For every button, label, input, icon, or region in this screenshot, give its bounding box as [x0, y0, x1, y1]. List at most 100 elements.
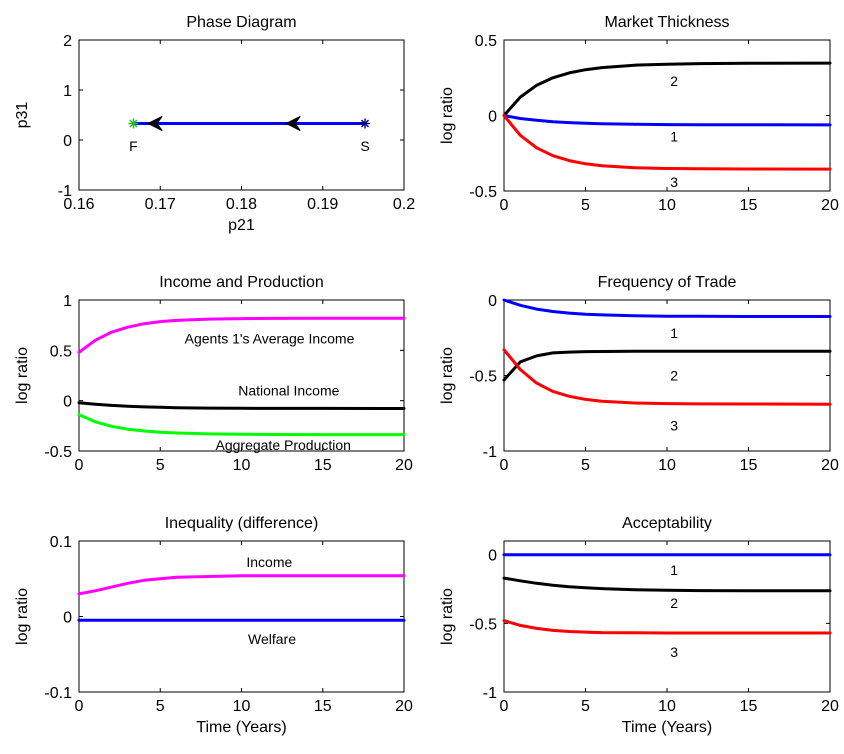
series-annotation: 3: [670, 644, 678, 660]
x-axis-label: Time (Years): [196, 719, 286, 736]
y-tick-label: 0: [63, 394, 72, 411]
y-tick-label: 1: [63, 83, 72, 100]
panel-title: Income and Production: [159, 274, 324, 291]
y-axis-label: log ratio: [439, 87, 456, 144]
y-tick-label: -1: [483, 444, 497, 461]
x-tick-label: 15: [740, 698, 758, 715]
x-tick-label: 5: [581, 457, 590, 474]
y-tick-label: 0.5: [475, 33, 497, 50]
x-tick-label: 0.16: [63, 196, 94, 213]
x-axis-label: p21: [228, 217, 255, 234]
y-tick-label: -0.5: [469, 369, 497, 386]
y-tick-label: -0.1: [44, 685, 72, 702]
plot-area: [503, 540, 831, 693]
panel-title: Market Thickness: [604, 14, 729, 31]
series-annotation: Aggregate Production: [216, 437, 351, 453]
y-tick-label: 0: [488, 109, 497, 126]
series-annotation: 2: [670, 73, 678, 89]
y-tick-label: 0: [63, 133, 72, 150]
panel-acceptability: Acceptability 0 5 10 15 20 -1 -0.5 0 Time (Years)…: [439, 515, 839, 736]
direction-arrow: [146, 116, 163, 131]
series-line-2: [502, 576, 832, 593]
x-tick-label: 0: [500, 197, 509, 214]
series-line-3: [77, 413, 406, 437]
series-annotation: National Income: [238, 383, 339, 399]
series-annotation: 3: [670, 174, 678, 190]
panel-title: Inequality (difference): [165, 515, 319, 532]
x-tick-label: 10: [658, 698, 676, 715]
point-label: S: [360, 138, 369, 154]
x-tick-label: 5: [581, 197, 590, 214]
x-tick-label: 0: [500, 698, 509, 715]
series-annotation: 1: [670, 129, 678, 145]
y-tick-label: 2: [63, 33, 72, 50]
series-annotation: Income: [246, 554, 292, 570]
x-tick-label: 15: [740, 457, 758, 474]
series-line-1: [77, 316, 406, 354]
plot-area: [503, 299, 831, 452]
x-tick-label: 0: [75, 457, 84, 474]
y-tick-label: 0.5: [50, 343, 72, 360]
series-annotation: 2: [670, 595, 678, 611]
series-annotation: 1: [670, 325, 678, 341]
y-tick-label: -0.5: [469, 184, 497, 201]
point-marker-f: [128, 118, 139, 129]
series-line-2: [502, 114, 832, 127]
x-tick-label: 5: [156, 457, 165, 474]
series-line-1: [77, 574, 406, 596]
panel-phase: Phase Diagram 0.16 0.17 0.18 0.19 0.2 -1 0 1 2 p21…: [14, 14, 415, 234]
x-tick-label: 5: [156, 698, 165, 715]
plot-area: [78, 540, 405, 693]
x-tick-label: 20: [821, 457, 839, 474]
y-tick-label: 1: [63, 293, 72, 310]
y-axis-label: log ratio: [439, 347, 456, 404]
x-tick-label: 15: [314, 457, 332, 474]
series-annotation: 1: [670, 562, 678, 578]
y-tick-label: -1: [483, 685, 497, 702]
x-tick-label: 20: [821, 197, 839, 214]
series-line-2: [77, 401, 406, 410]
y-axis-label: p31: [14, 102, 31, 129]
x-tick-label: 0.17: [145, 196, 176, 213]
series-line-2: [502, 349, 832, 382]
panel-inequality: Inequality (difference)0 5 10 15 20-0.100.1T…: [14, 515, 413, 736]
series-annotation: Welfare: [248, 631, 296, 647]
x-tick-label: 10: [658, 457, 676, 474]
panel-title: Acceptability: [622, 515, 712, 532]
x-tick-label: 5: [581, 698, 590, 715]
x-tick-label: 15: [740, 197, 758, 214]
x-tick-label: 0.19: [307, 196, 338, 213]
x-tick-label: 0.18: [226, 196, 257, 213]
y-axis-label: log ratio: [14, 347, 31, 404]
y-tick-label: -1: [58, 183, 72, 200]
series-annotation: 2: [670, 368, 678, 384]
series-line-1: [502, 298, 832, 318]
y-tick-label: -0.5: [469, 616, 497, 633]
x-tick-label: 0: [500, 457, 509, 474]
x-tick-label: 15: [314, 698, 332, 715]
x-tick-label: 10: [658, 197, 676, 214]
series-annotation: Agents 1's Average Income: [185, 330, 355, 346]
series-line-3: [502, 619, 832, 635]
point-label: F: [129, 138, 138, 154]
y-tick-label: 0.1: [50, 534, 72, 551]
panel-frequency: Frequency of Trade 0 5 10 15 20 -1 -0.5 0 log rat…: [439, 274, 839, 474]
plot-area: [78, 39, 405, 191]
y-tick-label: 0: [488, 293, 497, 310]
x-axis-label: Time (Years): [622, 719, 712, 736]
x-tick-label: 0: [75, 698, 84, 715]
x-tick-label: 20: [395, 698, 413, 715]
series-annotation: 3: [670, 417, 678, 433]
x-tick-label: 20: [821, 698, 839, 715]
panel-title: Frequency of Trade: [598, 274, 737, 291]
y-axis-label: log ratio: [439, 588, 456, 645]
point-marker-s: [360, 118, 370, 129]
y-tick-label: 0: [488, 548, 497, 565]
series-line-3: [502, 114, 832, 171]
x-tick-label: 20: [395, 457, 413, 474]
series-line-1: [502, 61, 832, 117]
x-tick-label: 10: [233, 698, 251, 715]
